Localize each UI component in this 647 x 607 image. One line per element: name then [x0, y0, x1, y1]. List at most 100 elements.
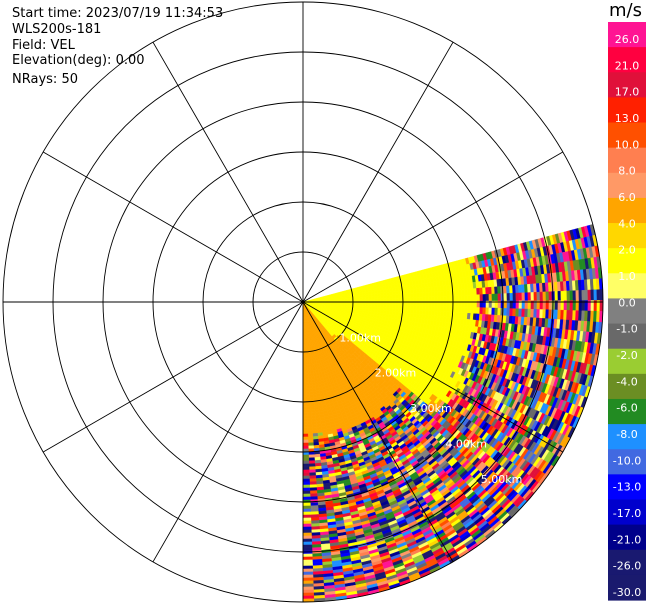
- velocity-gate: [434, 291, 439, 297]
- velocity-gate: [482, 294, 487, 302]
- velocity-gate: [377, 292, 381, 297]
- velocity-gate: [353, 299, 358, 302]
- velocity-gate: [380, 298, 385, 302]
- velocity-gate: [302, 532, 312, 537]
- velocity-gate: [347, 299, 352, 302]
- velocity-gate: [476, 294, 481, 302]
- velocity-gate: [467, 306, 472, 314]
- velocity-gate: [398, 297, 403, 302]
- velocity-gate: [308, 376, 312, 381]
- velocity-gate: [407, 308, 411, 314]
- velocity-gate: [413, 292, 418, 298]
- velocity-gate: [404, 297, 409, 302]
- velocity-gate: [306, 391, 311, 396]
- velocity-gate: [512, 292, 517, 302]
- velocity-gate: [416, 296, 421, 302]
- velocity-gate: [302, 466, 310, 471]
- velocity-gate: [302, 478, 310, 483]
- velocity-gate: [302, 499, 311, 504]
- velocity-gate: [425, 291, 430, 298]
- velocity-gate: [392, 307, 396, 312]
- velocity-gate: [308, 469, 316, 474]
- velocity-gate: [307, 418, 313, 423]
- velocity-gate: [308, 463, 316, 468]
- velocity-gate: [431, 296, 436, 302]
- velocity-gate: [302, 487, 311, 492]
- velocity-gate: [380, 304, 385, 308]
- velocity-gate: [470, 307, 475, 314]
- velocity-gate: [494, 307, 499, 316]
- velocity-gate: [368, 303, 373, 307]
- velocity-gate: [530, 292, 535, 302]
- velocity-gate: [302, 505, 311, 510]
- velocity-gate: [578, 290, 583, 301]
- velocity-gate: [428, 296, 433, 302]
- velocity-gate: [309, 388, 314, 392]
- velocity-gate: [308, 454, 315, 459]
- velocity-gate: [413, 305, 418, 310]
- velocity-gate: [365, 299, 370, 302]
- velocity-gate: [545, 291, 550, 301]
- velocity-gate: [401, 297, 406, 302]
- velocity-gate: [470, 294, 475, 302]
- velocity-gate: [302, 526, 312, 531]
- velocity-gate: [371, 303, 376, 308]
- velocity-gate: [302, 541, 313, 546]
- velocity-gate: [386, 298, 391, 302]
- velocity-gate: [306, 394, 311, 399]
- velocity-gate: [473, 307, 478, 315]
- velocity-gate: [443, 306, 448, 313]
- velocity-gate: [302, 574, 314, 579]
- velocity-gate: [431, 291, 436, 297]
- velocity-gate: [307, 436, 314, 441]
- velocity-gate: [524, 292, 529, 302]
- velocity-gate: [302, 439, 309, 444]
- velocity-gate: [383, 292, 387, 296]
- velocity-gate: [398, 294, 403, 299]
- velocity-gate: [302, 511, 312, 516]
- velocity-gate: [302, 538, 312, 543]
- velocity-gate: [437, 296, 442, 302]
- velocity-gate: [304, 349, 307, 354]
- velocity-gate: [404, 304, 409, 310]
- velocity-gate: [307, 364, 311, 369]
- velocity-gate: [536, 291, 541, 301]
- velocity-gate: [305, 379, 310, 384]
- velocity-gate: [306, 403, 311, 408]
- velocity-gate: [392, 304, 397, 309]
- velocity-gate: [308, 460, 316, 465]
- velocity-gate: [575, 290, 580, 301]
- velocity-gate: [302, 493, 311, 498]
- velocity-gate: [306, 397, 311, 402]
- velocity-gate: [437, 306, 442, 312]
- velocity-gate: [356, 297, 361, 300]
- velocity-gate: [521, 292, 526, 302]
- velocity-gate: [518, 292, 523, 302]
- velocity-gate: [308, 379, 313, 383]
- velocity-gate: [494, 293, 499, 302]
- velocity-gate: [307, 367, 311, 372]
- velocity-gate: [305, 385, 310, 390]
- velocity-gate: [304, 358, 308, 363]
- velocity-gate: [374, 293, 378, 297]
- velocity-gate: [398, 290, 402, 295]
- velocity-gate: [410, 297, 415, 302]
- velocity-gate: [464, 294, 469, 302]
- velocity-gate: [446, 306, 451, 313]
- velocity-gate: [377, 298, 382, 302]
- velocity-gate: [425, 305, 430, 311]
- velocity-gate: [302, 502, 311, 507]
- velocity-gate: [407, 293, 412, 298]
- velocity-gate: [503, 293, 508, 302]
- velocity-gate: [515, 292, 520, 302]
- velocity-gate: [302, 556, 313, 561]
- velocity-gate: [302, 415, 308, 420]
- velocity-gate: [404, 308, 408, 314]
- velocity-field-wedges: [302, 224, 604, 603]
- velocity-gate: [362, 296, 367, 300]
- velocity-gate: [410, 293, 415, 298]
- velocity-gate: [446, 295, 451, 302]
- velocity-gate: [422, 292, 427, 298]
- velocity-gate: [302, 403, 308, 408]
- velocity-gate: [557, 290, 562, 301]
